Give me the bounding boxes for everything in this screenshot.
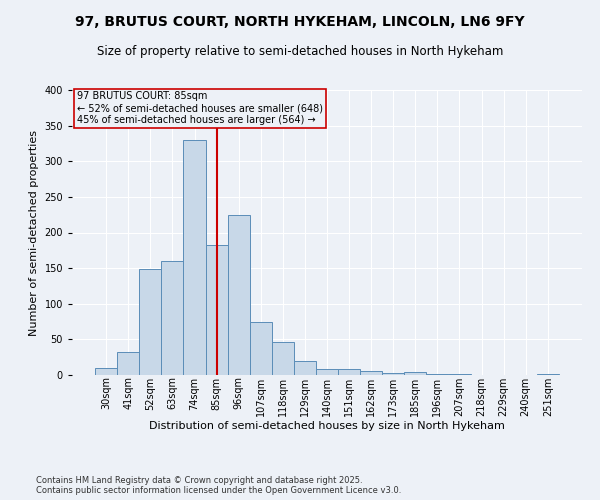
Bar xyxy=(95,368,117,375)
Bar xyxy=(161,261,184,375)
Bar xyxy=(206,244,227,375)
Bar xyxy=(294,362,316,375)
Bar xyxy=(227,216,250,375)
Bar xyxy=(537,374,559,375)
Text: Contains HM Land Registry data © Crown copyright and database right 2025.
Contai: Contains HM Land Registry data © Crown c… xyxy=(36,476,401,495)
Bar xyxy=(448,374,470,375)
Bar xyxy=(272,342,294,375)
Bar xyxy=(117,352,139,375)
Y-axis label: Number of semi-detached properties: Number of semi-detached properties xyxy=(29,130,39,336)
Bar xyxy=(427,374,448,375)
Text: 97, BRUTUS COURT, NORTH HYKEHAM, LINCOLN, LN6 9FY: 97, BRUTUS COURT, NORTH HYKEHAM, LINCOLN… xyxy=(75,15,525,29)
Bar xyxy=(184,140,206,375)
X-axis label: Distribution of semi-detached houses by size in North Hykeham: Distribution of semi-detached houses by … xyxy=(149,422,505,432)
Bar xyxy=(360,370,382,375)
Bar xyxy=(316,370,338,375)
Text: Size of property relative to semi-detached houses in North Hykeham: Size of property relative to semi-detach… xyxy=(97,45,503,58)
Bar xyxy=(382,373,404,375)
Bar xyxy=(404,372,427,375)
Bar xyxy=(250,322,272,375)
Bar xyxy=(139,269,161,375)
Bar xyxy=(338,370,360,375)
Text: 97 BRUTUS COURT: 85sqm
← 52% of semi-detached houses are smaller (648)
45% of se: 97 BRUTUS COURT: 85sqm ← 52% of semi-det… xyxy=(77,92,323,124)
